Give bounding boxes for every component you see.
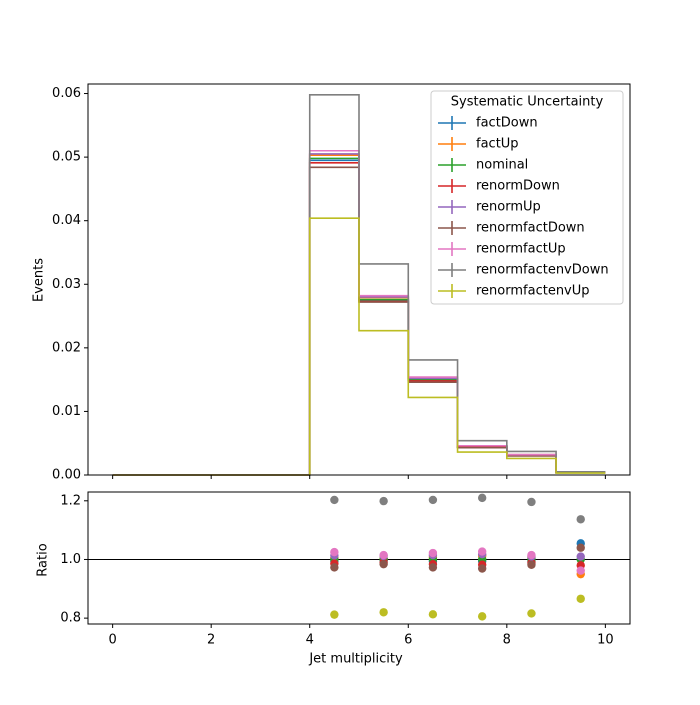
legend-item-renormfactUp: renormfactUp	[438, 242, 566, 257]
ratio-point-renormfactenvUp	[379, 608, 388, 617]
histogram-panel: 0.00 0.01 0.02 0.03 0.04 0.05 0.06 Events Syst…	[32, 83, 631, 483]
ratio-point-renormfactUp	[527, 550, 536, 560]
ratio-y-ticks: 0.8 1.0 1.2	[60, 493, 88, 626]
ratio-point-renormfactenvUp	[330, 610, 339, 619]
legend-label: factUp	[476, 137, 519, 152]
ratio-series-group	[330, 493, 585, 621]
ratio-point-renormfactenvDown	[330, 495, 339, 505]
ratio-point-renormfactenvDown	[477, 493, 487, 503]
ratio-point-renormfactDown	[428, 563, 438, 572]
ratio-x-tick-label: 6	[404, 633, 412, 648]
histogram-y-tick-label: 0.02	[52, 340, 81, 355]
histogram-y-tick-label: 0.00	[52, 468, 81, 483]
legend-label: renormUp	[476, 200, 541, 215]
ratio-y-axis-label: Ratio	[36, 543, 51, 576]
legend-item-renormUp: renormUp	[438, 200, 541, 215]
ratio-point-renormfactenvDown	[379, 496, 388, 506]
histogram-y-tick-label: 0.01	[52, 404, 81, 419]
legend-item-renormfactenvUp: renormfactenvUp	[438, 284, 590, 299]
ratio-axes-frame	[87, 491, 631, 625]
legend-title: Systematic Uncertainty	[451, 95, 604, 110]
ratio-point-renormfactenvUp	[477, 612, 487, 621]
histogram-axes-frame	[87, 83, 631, 476]
ratio-point-renormfactenvDown	[428, 495, 438, 505]
ratio-y-tick-label: 1.2	[60, 493, 81, 508]
histogram-y-tick-label: 0.03	[52, 277, 81, 292]
legend-item-renormDown: renormDown	[438, 179, 560, 194]
ratio-x-tick-label: 10	[597, 633, 614, 648]
ratio-point-renormfactDown	[576, 543, 585, 552]
legend-item-nominal: nominal	[438, 158, 528, 173]
ratio-point-renormfactenvUp	[576, 594, 585, 603]
ratio-point-renormfactDown	[379, 559, 388, 569]
histogram-y-axis-label: Events	[32, 258, 47, 302]
x-axis-label: Jet multiplicity	[308, 652, 403, 667]
ratio-y-tick-label: 0.8	[60, 611, 81, 626]
ratio-panel: 0.8 1.0 1.2 0 2 4 6 8 10 Ratio Jet multiplicity	[36, 491, 631, 667]
legend-label: renormfactDown	[476, 221, 585, 236]
legend: Systematic Uncertainty factDown factUp nom…	[430, 90, 624, 305]
legend-label: renormfactUp	[476, 242, 566, 257]
histogram-y-tick-label: 0.04	[52, 213, 81, 228]
ratio-x-tick-label: 0	[108, 633, 116, 648]
histogram-y-ticks: 0.00 0.01 0.02 0.03 0.04 0.05 0.06	[52, 86, 88, 483]
ratio-point-renormfactUp	[330, 547, 339, 557]
legend-label: nominal	[476, 158, 528, 173]
ratio-point-renormfactDown	[477, 564, 487, 573]
ratio-point-renormfactUp	[428, 548, 438, 558]
ratio-x-tick-label: 8	[503, 633, 511, 648]
ratio-point-renormUp	[576, 552, 585, 561]
legend-item-renormfactenvDown: renormfactenvDown	[438, 263, 609, 278]
ratio-x-ticks: 0 2 4 6 8 10	[108, 624, 614, 648]
ratio-point-renormfactUp	[379, 550, 388, 560]
ratio-point-renormfactenvDown	[576, 515, 585, 524]
histogram-y-tick-label: 0.06	[52, 86, 81, 101]
legend-item-renormfactDown: renormfactDown	[438, 221, 585, 236]
ratio-point-renormfactUp	[477, 547, 487, 556]
histogram-y-tick-label: 0.05	[52, 150, 81, 165]
legend-label: factDown	[476, 116, 538, 131]
ratio-point-renormfactenvUp	[527, 609, 536, 618]
legend-box	[430, 90, 624, 305]
ratio-point-renormfactUp	[576, 566, 585, 575]
ratio-point-renormfactenvDown	[527, 497, 536, 507]
ratio-y-tick-label: 1.0	[60, 552, 81, 567]
legend-items: factDown factUp nominal renormDown renormUp r…	[438, 116, 609, 299]
legend-label: renormfactenvUp	[476, 284, 590, 299]
legend-item-factUp: factUp	[438, 137, 519, 152]
ratio-point-renormfactDown	[527, 560, 536, 569]
ratio-x-tick-label: 2	[207, 633, 215, 648]
ratio-point-renormfactenvUp	[428, 610, 438, 619]
ratio-x-tick-label: 4	[306, 633, 314, 648]
legend-label: renormfactenvDown	[476, 263, 609, 278]
histogram-x-ticks	[112, 475, 606, 479]
legend-item-factDown: factDown	[438, 116, 538, 131]
legend-label: renormDown	[476, 179, 560, 194]
ratio-point-renormfactDown	[330, 563, 339, 572]
